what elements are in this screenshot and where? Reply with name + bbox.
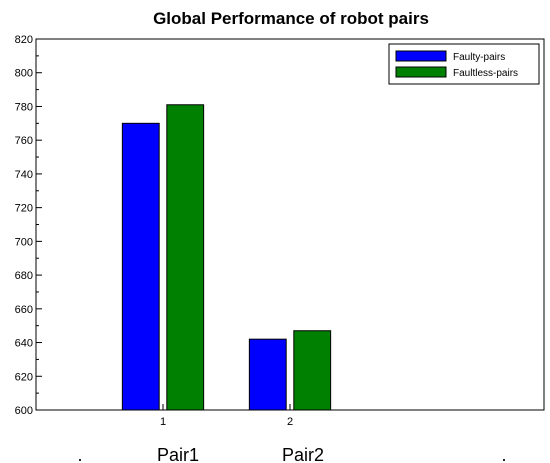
- y-tick-label: 620: [15, 371, 33, 383]
- legend-label-faultless: Faultless-pairs: [453, 68, 518, 79]
- category-name-pair2: Pair2: [282, 445, 324, 463]
- y-tick-label: 720: [15, 203, 33, 215]
- plot-area: [35, 38, 545, 411]
- legend: Faulty-pairs Faultless-pairs: [388, 43, 540, 85]
- bar-faultless-pair2: [293, 330, 332, 411]
- dot-right: .: [501, 445, 506, 463]
- y-tick-label: 800: [15, 68, 33, 80]
- y-axis: 600 620 640 660 680 700 720 740 760 780 800 820: [15, 34, 42, 417]
- y-tick-label: 780: [15, 101, 33, 113]
- legend-swatch-faulty: [395, 50, 447, 62]
- bar-faulty-pair2: [248, 338, 287, 411]
- x-tick-label: 2: [287, 416, 293, 428]
- y-tick-label: 660: [15, 304, 33, 316]
- dot-left: .: [77, 445, 82, 463]
- y-tick-label: 640: [15, 338, 33, 350]
- bar-faulty-pair1: [121, 122, 160, 411]
- y-tick-label: 600: [15, 405, 33, 417]
- y-tick-label: 820: [15, 34, 33, 46]
- legend-swatch-faultless: [395, 66, 447, 78]
- bar-faultless-pair1: [166, 104, 205, 411]
- x-tick-label: 1: [160, 416, 166, 428]
- y-tick-label: 680: [15, 270, 33, 282]
- bars: [121, 104, 332, 411]
- category-name-pair1: Pair1: [157, 445, 199, 463]
- y-tick-label: 700: [15, 236, 33, 248]
- chart-title: Global Performance of robot pairs: [153, 9, 429, 28]
- y-tick-label: 760: [15, 135, 33, 147]
- legend-label-faulty: Faulty-pairs: [453, 52, 505, 63]
- y-tick-label: 740: [15, 169, 33, 181]
